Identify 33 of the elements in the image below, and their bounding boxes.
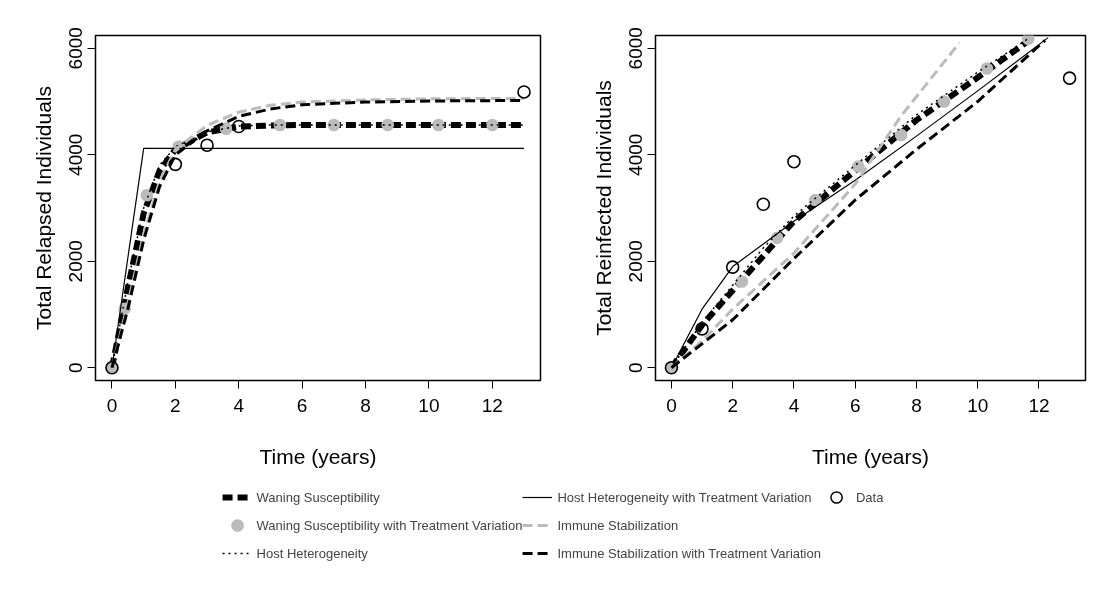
legend-label: Host Heterogeneity <box>256 544 368 563</box>
x-tick-label: 4 <box>788 394 800 416</box>
legend-label: Host Heterogeneity with Treatment Variation <box>557 488 812 507</box>
legend-label: Waning Susceptibility <box>256 488 380 507</box>
legend-label: Immune Stabilization with Treatment Variation <box>557 544 821 563</box>
x-tick-label: 2 <box>170 394 181 416</box>
legend-label: Immune Stabilization <box>557 516 679 535</box>
x-tick-label: 6 <box>849 394 861 416</box>
y-tick-label: 2000 <box>625 240 647 283</box>
x-tick-label: 6 <box>296 394 308 416</box>
x-axis-title: Time (years) <box>811 444 930 468</box>
y-tick-label: 2000 <box>65 240 87 283</box>
x-tick-label: 2 <box>727 394 738 416</box>
y-tick-label: 0 <box>625 362 647 374</box>
x-tick-label: 4 <box>233 394 245 416</box>
x-tick-label: 0 <box>106 394 118 416</box>
y-axis-title: Total Relapsed Individuals <box>31 86 55 330</box>
x-tick-label: 12 <box>1028 394 1050 416</box>
legend-label: Data <box>855 488 884 507</box>
y-tick-label: 4000 <box>65 133 87 176</box>
x-tick-label: 0 <box>666 394 677 416</box>
x-tick-label: 10 <box>418 394 440 416</box>
y-tick-label: 4000 <box>625 133 647 176</box>
y-tick-label: 6000 <box>625 27 647 70</box>
y-tick-label: 6000 <box>65 27 87 70</box>
y-tick-label: 0 <box>65 362 87 374</box>
y-axis-title: Total Reinfected Individuals <box>591 80 615 336</box>
x-tick-label: 10 <box>967 394 989 416</box>
legend-label: Waning Susceptibility with Treatment Variation <box>256 516 523 535</box>
x-axis-title: Time (years) <box>259 444 377 468</box>
x-tick-label: 12 <box>481 394 503 416</box>
x-tick-label: 8 <box>911 394 922 416</box>
x-tick-label: 8 <box>360 394 371 416</box>
